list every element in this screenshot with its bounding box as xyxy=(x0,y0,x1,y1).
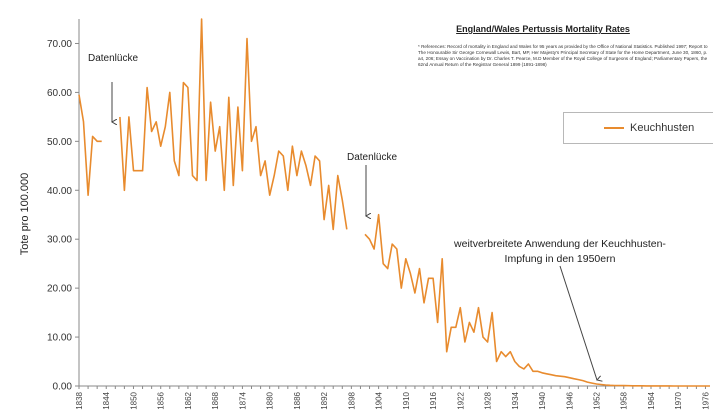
y-axis-ticks: 0.00 10.00 20.00 30.00 40.00 50.00 60.00 70.00 xyxy=(47,39,79,393)
y-tick-label: 0.00 xyxy=(53,382,73,393)
x-axis-ticks: 1838 1844 1850 1856 1862 1868 1874 1880 1886 1892… xyxy=(75,386,710,410)
y-tick-label: 70.00 xyxy=(47,39,72,50)
y-tick-label: 60.00 xyxy=(47,88,72,99)
y-tick-label: 10.00 xyxy=(47,333,72,344)
x-tick-label: 1940 xyxy=(538,391,547,409)
x-tick-label: 1856 xyxy=(157,391,166,409)
x-tick-label: 1976 xyxy=(701,391,710,409)
annotation-arrow xyxy=(559,265,597,380)
x-tick-label: 1928 xyxy=(484,391,493,409)
x-tick-label: 1910 xyxy=(402,391,411,409)
references-note: * References: Record of mortality in Eng… xyxy=(418,44,708,67)
x-tick-label: 1874 xyxy=(238,391,247,409)
x-tick-label: 1868 xyxy=(211,391,220,409)
x-tick-label: 1946 xyxy=(565,391,574,409)
series-line-segment xyxy=(78,94,102,196)
y-tick-label: 50.00 xyxy=(47,137,72,148)
x-tick-label: 1886 xyxy=(293,391,302,409)
y-tick-label: 40.00 xyxy=(47,186,72,197)
x-tick-label: 1916 xyxy=(429,391,438,409)
x-tick-label: 1922 xyxy=(456,391,465,409)
x-tick-label: 1862 xyxy=(184,391,193,409)
x-tick-label: 1952 xyxy=(593,391,602,409)
x-tick-label: 1892 xyxy=(320,391,329,409)
x-tick-label: 1964 xyxy=(647,391,656,409)
annotation-impfung: weitverbreitete Anwendung der Keuchhuste… xyxy=(454,238,666,265)
y-tick-label: 30.00 xyxy=(47,235,72,246)
y-tick-label: 20.00 xyxy=(47,284,72,295)
x-tick-label: 1898 xyxy=(347,391,356,409)
chart-title: England/Wales Pertussis Mortality Rates xyxy=(456,24,630,34)
annotation-datenluecke-1: Datenlücke xyxy=(88,53,139,64)
x-tick-label: 1904 xyxy=(375,391,384,409)
legend-swatch-keuchhusten xyxy=(604,127,624,129)
series-line-segment xyxy=(364,213,710,387)
x-tick-label: 1880 xyxy=(266,391,275,409)
x-tick-label: 1958 xyxy=(620,391,629,409)
title-box: England/Wales Pertussis Mortality Rates … xyxy=(418,24,708,68)
legend-label-keuchhusten: Keuchhusten xyxy=(630,122,695,134)
x-tick-label: 1970 xyxy=(674,391,683,409)
x-tick-label: 1844 xyxy=(102,391,111,409)
x-tick-label: 1838 xyxy=(75,391,84,409)
annotation-datenluecke-2: Datenlücke xyxy=(347,152,398,163)
series-line-segment xyxy=(119,18,348,231)
annotation-arrows xyxy=(112,82,597,380)
legend: Keuchhusten xyxy=(563,112,713,144)
x-tick-label: 1934 xyxy=(511,391,520,409)
y-axis-label: Tote pro 100.000 xyxy=(19,173,31,256)
x-tick-label: 1850 xyxy=(129,391,138,409)
series-keuchhusten xyxy=(78,18,710,387)
